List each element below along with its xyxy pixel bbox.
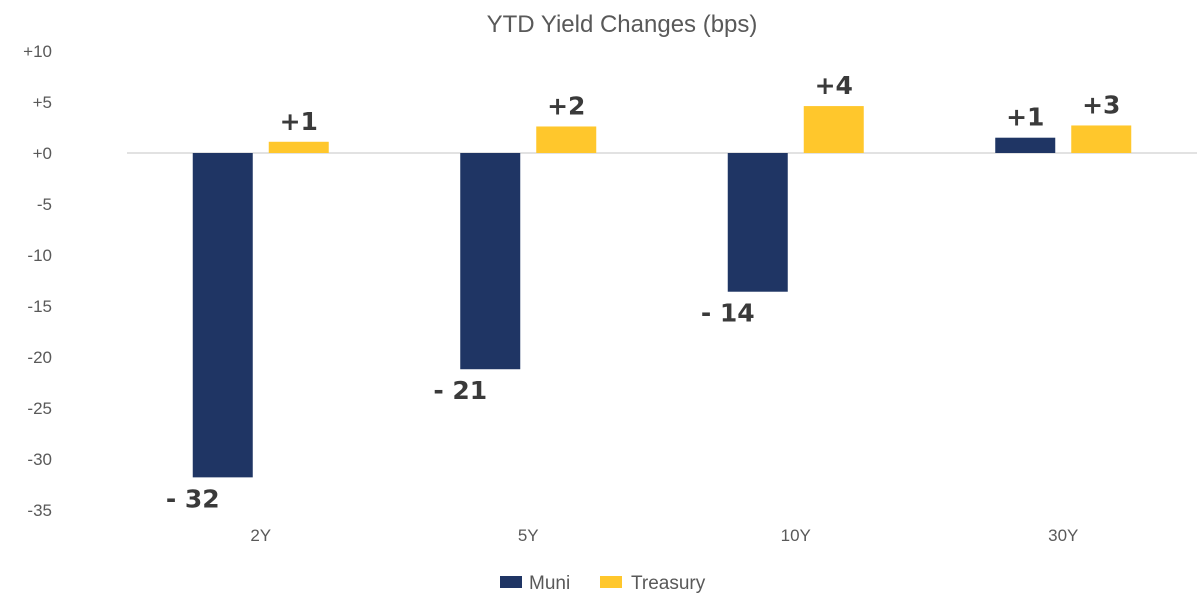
bar-treasury-5y: [536, 126, 597, 153]
bar-muni-10y: [727, 153, 788, 292]
legend: Muni Treasury: [500, 573, 706, 594]
y-tick-label: -30: [27, 450, 52, 469]
data-label: - 21: [433, 376, 487, 405]
data-label: - 14: [701, 299, 755, 328]
legend-label-muni: Muni: [529, 573, 570, 594]
bar-muni-5y: [460, 153, 521, 370]
legend-swatch-muni: [500, 576, 522, 588]
x-tick-label: 5Y: [518, 526, 539, 545]
bar-muni-30y: [995, 137, 1056, 153]
bar-treasury-2y: [268, 141, 329, 153]
y-tick-label: +0: [33, 144, 52, 163]
y-tick-label: +5: [33, 93, 52, 112]
x-axis: 2Y 5Y 10Y 30Y: [250, 526, 1078, 545]
data-label: +3: [1082, 90, 1120, 119]
chart-title: YTD Yield Changes (bps): [487, 11, 758, 38]
y-tick-label: -5: [37, 195, 52, 214]
data-label: +1: [280, 107, 318, 136]
bar-treasury-10y: [803, 106, 864, 153]
data-label: +1: [1006, 103, 1044, 132]
bar-muni-2y: [192, 153, 253, 478]
y-tick-label: -20: [27, 348, 52, 367]
legend-swatch-treasury: [600, 576, 622, 588]
x-tick-label: 30Y: [1048, 526, 1078, 545]
bar-treasury-30y: [1071, 125, 1132, 153]
y-tick-label: -25: [27, 399, 52, 418]
data-label: +2: [547, 91, 585, 120]
bars: - 32 +1 - 21 +2 - 14 +4 +1 +3: [166, 71, 1132, 513]
x-tick-label: 10Y: [781, 526, 811, 545]
y-axis: +10 +5 +0 -5 -10 -15 -20 -25 -30 -35: [23, 42, 52, 520]
data-label: +4: [815, 71, 853, 100]
data-label: - 32: [166, 484, 220, 513]
y-tick-label: -15: [27, 297, 52, 316]
legend-label-treasury: Treasury: [631, 573, 706, 594]
y-tick-label: +10: [23, 42, 52, 61]
y-tick-label: -10: [27, 246, 52, 265]
x-tick-label: 2Y: [250, 526, 271, 545]
y-tick-label: -35: [27, 501, 52, 520]
